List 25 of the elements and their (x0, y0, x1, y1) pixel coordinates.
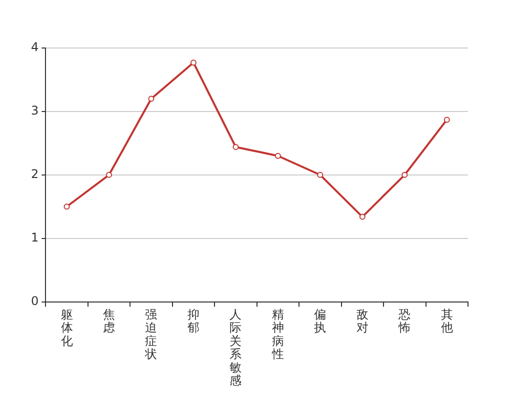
y-tick-label: 1 (30, 230, 39, 244)
point (402, 172, 408, 178)
point (274, 152, 281, 159)
point (190, 60, 196, 66)
y-tick-label: 2 (30, 167, 39, 182)
x-tick-label: 敌对 (356, 308, 368, 335)
point (359, 214, 366, 220)
point (317, 172, 324, 178)
point (444, 116, 450, 123)
x-tick-label: 偏执 (314, 308, 326, 335)
x-tick-label: 焦虑 (102, 308, 115, 335)
point (148, 96, 154, 102)
x-tick-label: 精神病性 (270, 308, 284, 362)
y-tick-label: 0 (30, 294, 39, 308)
x-tick-label: 其他 (440, 308, 453, 335)
y-tick-label: 4 (30, 40, 39, 54)
point (106, 172, 112, 178)
x-tick-label: 强迫症状 (144, 308, 158, 362)
point (64, 204, 70, 210)
x-tick-label: 躯体化 (60, 308, 73, 348)
x-tick-label: 人际关系敏感 (230, 308, 242, 388)
x-tick-label: 抑郁 (187, 308, 200, 335)
y-tick-label: 3 (30, 104, 39, 118)
x-tick-label: 恐怖 (398, 308, 411, 335)
point (232, 144, 239, 150)
